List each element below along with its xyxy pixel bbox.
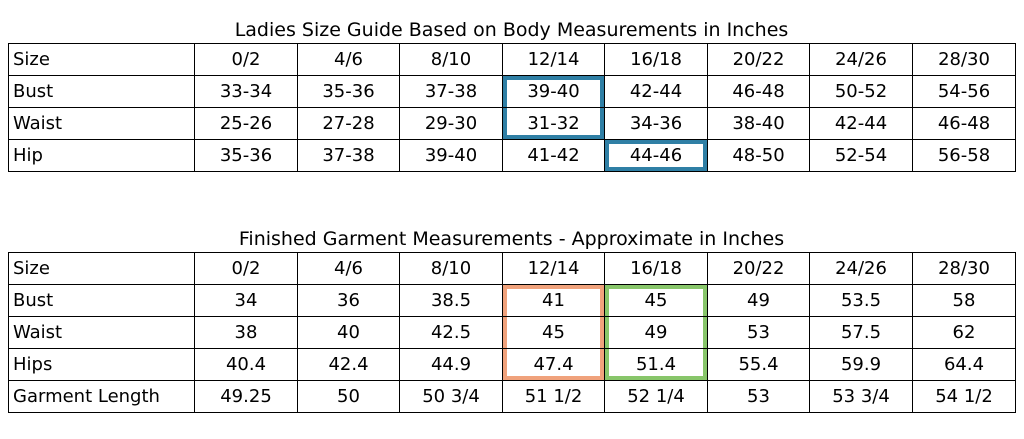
garment-table-title: Finished Garment Measurements - Approxim… — [238, 228, 785, 250]
garment-measurements-table: Size 0/2 4/6 8/10 12/14 16/18 20/22 24/2… — [8, 252, 1016, 413]
table-cell: 35-36 — [297, 75, 400, 108]
table-cell: 41-42 — [502, 139, 605, 172]
table-cell: 55.4 — [707, 348, 810, 381]
table-cell: 37-38 — [297, 139, 400, 172]
header-cell: 4/6 — [297, 252, 400, 285]
table-row: Garment Length 49.25 50 50 3/4 51 1/2 52… — [8, 380, 1016, 413]
table-cell: 46-48 — [912, 107, 1016, 140]
table-cell: 59.9 — [809, 348, 913, 381]
table-cell: 53.5 — [809, 284, 913, 317]
table-cell: 52 1/4 — [604, 380, 708, 413]
table-cell: 40.4 — [194, 348, 298, 381]
table-cell: 48-50 — [707, 139, 810, 172]
table-cell: 27-28 — [297, 107, 400, 140]
table-header-row: Size 0/2 4/6 8/10 12/14 16/18 20/22 24/2… — [8, 252, 1016, 285]
table-row: Bust 34 36 38.5 41 45 49 53.5 58 — [8, 284, 1016, 317]
table-cell: 46-48 — [707, 75, 810, 108]
table-cell: 51 1/2 — [502, 380, 605, 413]
table-header-row: Size 0/2 4/6 8/10 12/14 16/18 20/22 24/2… — [8, 43, 1016, 76]
table-cell: 64.4 — [912, 348, 1016, 381]
table-cell: 50-52 — [809, 75, 913, 108]
header-cell: 20/22 — [707, 43, 810, 76]
table-cell: 34 — [194, 284, 298, 317]
table-cell: 62 — [912, 316, 1016, 349]
body-size-guide: Ladies Size Guide Based on Body Measurem… — [8, 17, 1016, 172]
row-label: Bust — [8, 284, 195, 317]
highlighted-cell: 49 — [604, 316, 708, 349]
header-cell: 24/26 — [809, 43, 913, 76]
header-cell: Size — [8, 43, 195, 76]
row-label: Hips — [8, 348, 195, 381]
row-label: Garment Length — [8, 380, 195, 413]
table-cell: 38-40 — [707, 107, 810, 140]
table-cell: 57.5 — [809, 316, 913, 349]
table-cell: 37-38 — [399, 75, 503, 108]
table-cell: 53 — [707, 316, 810, 349]
table-cell: 50 3/4 — [399, 380, 503, 413]
header-cell: 8/10 — [399, 252, 503, 285]
table-cell: 38 — [194, 316, 298, 349]
garment-size-guide: Finished Garment Measurements - Approxim… — [8, 226, 1016, 413]
table-cell: 42.5 — [399, 316, 503, 349]
table-row: Hip 35-36 37-38 39-40 41-42 44-46 48-50 … — [8, 139, 1016, 172]
highlighted-cell: 45 — [502, 316, 605, 349]
table-row: Bust 33-34 35-36 37-38 39-40 42-44 46-48… — [8, 75, 1016, 108]
highlighted-cell: 47.4 — [502, 348, 605, 381]
table-cell: 39-40 — [399, 139, 503, 172]
header-cell: 28/30 — [912, 252, 1016, 285]
table-cell: 42-44 — [604, 75, 708, 108]
highlighted-cell: 45 — [604, 284, 708, 317]
table-cell: 44.9 — [399, 348, 503, 381]
header-cell: 0/2 — [194, 43, 298, 76]
table-cell: 40 — [297, 316, 400, 349]
highlighted-cell: 39-40 — [502, 75, 605, 108]
table-row: Hips 40.4 42.4 44.9 47.4 51.4 55.4 59.9 … — [8, 348, 1016, 381]
table-cell: 49 — [707, 284, 810, 317]
body-table-title: Ladies Size Guide Based on Body Measurem… — [234, 19, 789, 41]
table-cell: 25-26 — [194, 107, 298, 140]
table-cell: 38.5 — [399, 284, 503, 317]
row-label: Waist — [8, 316, 195, 349]
highlighted-cell: 44-46 — [604, 139, 708, 172]
table-cell: 35-36 — [194, 139, 298, 172]
table-cell: 36 — [297, 284, 400, 317]
highlighted-cell: 41 — [502, 284, 605, 317]
table-cell: 42-44 — [809, 107, 913, 140]
table-cell: 53 — [707, 380, 810, 413]
row-label: Bust — [8, 75, 195, 108]
table-cell: 34-36 — [604, 107, 708, 140]
table-cell: 42.4 — [297, 348, 400, 381]
table-cell: 53 3/4 — [809, 380, 913, 413]
header-cell: 12/14 — [502, 252, 605, 285]
header-cell: 8/10 — [399, 43, 503, 76]
table-cell: 54-56 — [912, 75, 1016, 108]
header-cell: 4/6 — [297, 43, 400, 76]
table-cell: 52-54 — [809, 139, 913, 172]
table-cell: 54 1/2 — [912, 380, 1016, 413]
header-cell: Size — [8, 252, 195, 285]
table-cell: 50 — [297, 380, 400, 413]
highlighted-cell: 31-32 — [502, 107, 605, 140]
header-cell: 16/18 — [604, 43, 708, 76]
header-cell: 28/30 — [912, 43, 1016, 76]
body-measurements-table: Size 0/2 4/6 8/10 12/14 16/18 20/22 24/2… — [8, 43, 1016, 172]
table-cell: 49.25 — [194, 380, 298, 413]
header-cell: 16/18 — [604, 252, 708, 285]
table-cell: 29-30 — [399, 107, 503, 140]
row-label: Waist — [8, 107, 195, 140]
table-cell: 33-34 — [194, 75, 298, 108]
table-cell: 58 — [912, 284, 1016, 317]
table-row: Waist 25-26 27-28 29-30 31-32 34-36 38-4… — [8, 107, 1016, 140]
row-label: Hip — [8, 139, 195, 172]
header-cell: 20/22 — [707, 252, 810, 285]
table-cell: 56-58 — [912, 139, 1016, 172]
header-cell: 12/14 — [502, 43, 605, 76]
header-cell: 0/2 — [194, 252, 298, 285]
highlighted-cell: 51.4 — [604, 348, 708, 381]
table-row: Waist 38 40 42.5 45 49 53 57.5 62 — [8, 316, 1016, 349]
header-cell: 24/26 — [809, 252, 913, 285]
